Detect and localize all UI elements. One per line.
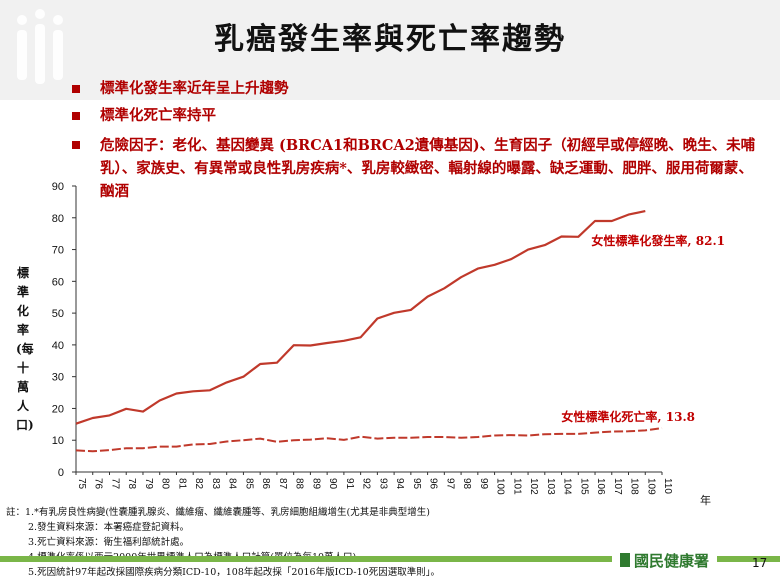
organization-name: 國民健康署 <box>634 552 710 570</box>
x-tick-label: 94 <box>394 478 405 490</box>
bullet-text: 危險因子：老化、基因變異 (BRCA1和BRCA2遺傳基因)、生育因子（初經早或… <box>100 137 756 200</box>
y-tick-label: 0 <box>58 467 64 479</box>
x-tick-label: 103 <box>545 478 556 495</box>
x-tick-label: 109 <box>645 478 656 495</box>
x-tick-label: 98 <box>461 478 472 490</box>
x-tick-label: 80 <box>160 478 171 490</box>
y-tick-label: 80 <box>52 213 64 225</box>
x-tick-label: 76 <box>93 478 104 490</box>
x-tick-label: 93 <box>377 478 388 490</box>
bullet-text: 標準化死亡率持平 <box>100 107 216 124</box>
x-tick-label: 83 <box>210 478 221 490</box>
x-tick-label: 79 <box>143 478 154 490</box>
footnote-line: 2.發生資料來源：本署癌症登記資料。 <box>28 522 190 533</box>
x-tick-label: 95 <box>411 478 422 490</box>
x-tick-label: 100 <box>495 478 506 495</box>
organization-logo: 國民健康署 <box>612 548 718 574</box>
mortality-line <box>75 427 663 453</box>
y-tick-label: 70 <box>52 245 64 257</box>
x-tick-label: 92 <box>361 478 372 490</box>
x-tick-label: 81 <box>176 478 187 490</box>
footnotes: 註：1.*有乳房良性病變(性囊腫乳腺炎、纖維瘤、纖維囊腫等、乳房細胞組織增生(尤… <box>6 505 646 580</box>
bullet-item: 標準化死亡率持平 <box>72 105 760 127</box>
page-number: 17 <box>752 556 768 570</box>
bullet-square-icon <box>72 141 80 149</box>
x-tick-label: 101 <box>511 478 522 495</box>
x-tick-label: 88 <box>294 478 305 490</box>
x-tick-label: 75 <box>76 478 87 490</box>
incidence-end-label: 女性標準化發生率, 82.1 <box>591 233 725 248</box>
org-logo-icon <box>620 553 630 567</box>
bullet-item: 危險因子：老化、基因變異 (BRCA1和BRCA2遺傳基因)、生育因子（初經早或… <box>72 134 760 203</box>
bullet-text: 標準化發生率近年呈上升趨勢 <box>100 80 289 97</box>
bullet-square-icon <box>72 112 80 120</box>
x-tick-label: 97 <box>444 478 455 490</box>
y-tick-label: 40 <box>52 340 64 352</box>
x-tick-label: 108 <box>629 478 640 495</box>
x-tick-label: 110 <box>662 478 673 494</box>
x-tick-label: 96 <box>428 478 439 490</box>
x-tick-label: 78 <box>126 478 137 490</box>
footnote-line: 3.死亡資料來源：衛生福利部統計處。 <box>28 537 190 548</box>
x-tick-label: 82 <box>193 478 204 490</box>
x-tick-label: 89 <box>310 478 321 490</box>
y-tick-label: 60 <box>52 276 64 288</box>
x-tick-label: 87 <box>277 478 288 490</box>
header-band <box>0 0 780 100</box>
footnote-line: 註：1.*有乳房良性病變(性囊腫乳腺炎、纖維瘤、纖維囊腫等、乳房細胞組織增生(尤… <box>6 507 430 518</box>
x-tick-label: 99 <box>478 478 489 490</box>
y-tick-label: 10 <box>52 435 64 447</box>
bullet-square-icon <box>72 85 80 93</box>
y-tick-label: 50 <box>52 308 64 320</box>
y-tick-label: 20 <box>52 403 64 415</box>
y-axis-label: 標準化率(每十萬人口) <box>16 266 34 432</box>
x-tick-label: 107 <box>612 478 623 495</box>
mortality-end-label: 女性標準化死亡率, 13.8 <box>561 409 695 424</box>
page-title: 乳癌發生率與死亡率趨勢 <box>214 22 566 57</box>
x-tick-label: 105 <box>578 478 589 495</box>
x-tick-label: 85 <box>243 478 254 490</box>
x-tick-label: 106 <box>595 478 606 495</box>
y-tick-label: 30 <box>52 372 64 384</box>
incidence-line <box>75 210 646 425</box>
x-tick-label: 104 <box>562 478 573 495</box>
x-tick-label: 90 <box>327 478 338 490</box>
logo-watermark-icon <box>17 9 63 84</box>
x-tick-label: 77 <box>109 478 120 490</box>
footer-bar <box>0 556 780 562</box>
y-tick-label: 90 <box>52 181 64 193</box>
x-tick-label: 84 <box>227 478 238 490</box>
x-axis-label: 年 <box>700 494 711 507</box>
x-tick-label: 86 <box>260 478 271 490</box>
x-tick-label: 91 <box>344 478 355 490</box>
bullet-item: 標準化發生率近年呈上升趨勢 <box>72 78 760 100</box>
footnote-line: 5.死因統計97年起改採國際疾病分類ICD-10，108年起改採「2016年版I… <box>28 567 440 578</box>
x-tick-label: 102 <box>528 478 539 495</box>
